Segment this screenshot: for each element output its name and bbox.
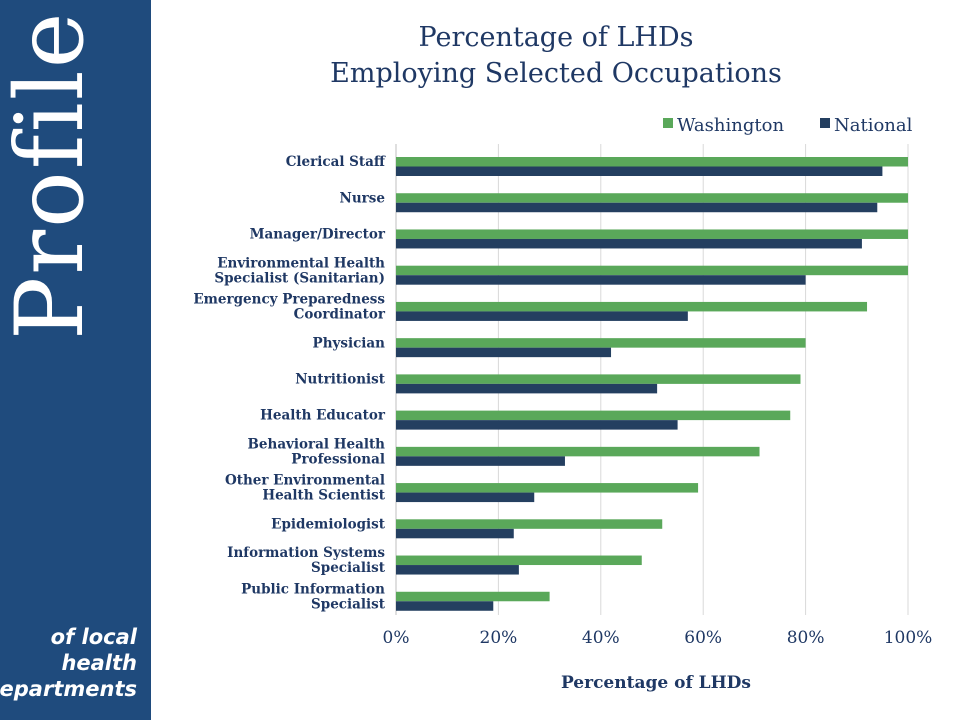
bar-national bbox=[396, 492, 535, 503]
legend-label-national: National bbox=[834, 115, 913, 136]
category-label: Environmental Health bbox=[217, 255, 385, 271]
bar-washington bbox=[396, 410, 791, 421]
x-tick-label: 0% bbox=[383, 628, 410, 648]
category-label: Epidemiologist bbox=[271, 516, 386, 532]
bar-washington bbox=[396, 519, 663, 529]
category-label: Nutritionist bbox=[295, 372, 386, 388]
category-label: Physician bbox=[313, 335, 386, 351]
bar-washington bbox=[396, 555, 642, 566]
x-tick-label: 60% bbox=[684, 628, 722, 648]
bar-washington bbox=[396, 591, 550, 602]
x-tick-label: 100% bbox=[884, 628, 933, 648]
legend-swatch-washington bbox=[663, 118, 673, 128]
bar-washington bbox=[396, 157, 908, 167]
bar-national bbox=[396, 275, 806, 285]
bar-washington bbox=[396, 483, 699, 493]
category-label: Specialist (Sanitarian) bbox=[214, 270, 385, 286]
category-label: Health Educator bbox=[260, 408, 386, 424]
tagline-line-1: of local bbox=[50, 625, 137, 649]
bar-national bbox=[396, 420, 678, 430]
category-label: Public Information bbox=[241, 581, 385, 597]
category-label: Health Scientist bbox=[262, 488, 385, 504]
bar-national bbox=[396, 456, 565, 466]
bar-national bbox=[396, 383, 658, 394]
category-label: Emergency Preparedness bbox=[193, 292, 385, 308]
legend-label-washington: Washington bbox=[677, 115, 784, 136]
x-tick-label: 40% bbox=[582, 628, 620, 648]
category-label: Other Environmental bbox=[225, 473, 385, 489]
x-axis-title: Percentage of LHDs bbox=[561, 673, 751, 693]
category-label: Coordinator bbox=[294, 307, 386, 323]
chart-title-line-2: Employing Selected Occupations bbox=[330, 58, 782, 89]
bar-national bbox=[396, 238, 862, 249]
bar-washington bbox=[396, 374, 801, 384]
bar-national bbox=[396, 202, 878, 213]
bar-washington bbox=[396, 301, 868, 312]
bar-national bbox=[396, 565, 519, 575]
x-tick-label: 80% bbox=[787, 628, 825, 648]
x-tick-label: 20% bbox=[480, 628, 518, 648]
tagline-line-3: departments bbox=[0, 677, 137, 701]
sidebar: Profile of local health departments bbox=[0, 0, 151, 720]
bar-national bbox=[396, 347, 612, 358]
category-label: Nurse bbox=[340, 190, 385, 206]
category-label: Specialist bbox=[311, 596, 386, 612]
bar-national bbox=[396, 311, 688, 321]
bar-national bbox=[396, 166, 883, 176]
legend-swatch-national bbox=[820, 118, 830, 128]
bar-washington bbox=[396, 265, 908, 276]
category-label: Professional bbox=[291, 451, 385, 467]
bar-national bbox=[396, 528, 514, 539]
tagline: of local health departments bbox=[0, 624, 137, 702]
category-label: Manager/Director bbox=[250, 227, 386, 243]
bar-washington bbox=[396, 229, 908, 239]
bar-washington bbox=[396, 193, 908, 203]
category-label: Behavioral Health bbox=[248, 436, 386, 452]
chart-title-line-1: Percentage of LHDs bbox=[418, 22, 694, 53]
category-label: Clerical Staff bbox=[286, 154, 386, 170]
category-label: Information Systems bbox=[227, 545, 385, 561]
bar-national bbox=[396, 601, 494, 611]
category-label: Specialist bbox=[311, 560, 386, 576]
chart-title: Percentage of LHDs Employing Selected Oc… bbox=[300, 20, 812, 92]
tagline-line-2: health bbox=[61, 651, 137, 675]
bar-washington bbox=[396, 446, 760, 457]
bar-washington bbox=[396, 338, 806, 348]
